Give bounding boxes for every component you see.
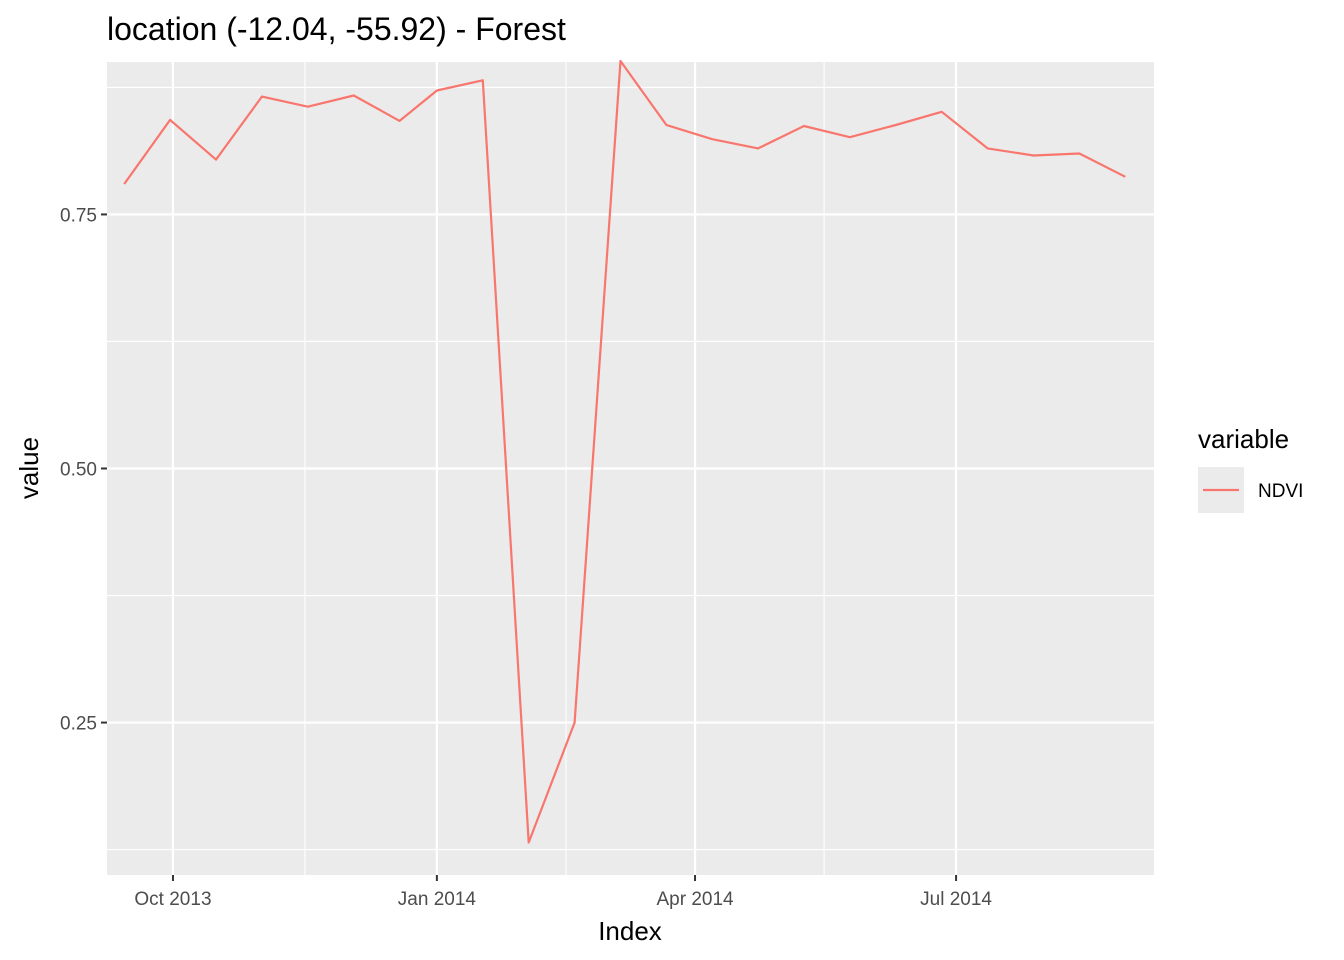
legend-label-ndvi: NDVI bbox=[1258, 481, 1303, 502]
tick-labels: 0.25 0.50 0.75 Oct 2013 Jan 2014 Apr 2014 Jul … bbox=[60, 205, 992, 910]
x-tick-label: Oct 2013 bbox=[134, 889, 211, 910]
y-tick-label: 0.50 bbox=[60, 460, 97, 481]
x-tick-label: Apr 2014 bbox=[656, 889, 734, 910]
x-tick-label: Jul 2014 bbox=[920, 889, 992, 910]
major-gridlines bbox=[107, 62, 1154, 875]
axis-ticks bbox=[101, 213, 958, 881]
series-line-ndvi bbox=[123, 59, 1126, 844]
y-tick-label: 0.25 bbox=[60, 714, 97, 735]
y-tick-label: 0.75 bbox=[60, 205, 97, 226]
x-axis-title: Index bbox=[598, 916, 662, 946]
chart-title: location (-12.04, -55.92) - Forest bbox=[107, 11, 566, 47]
legend: variable NDVI bbox=[1198, 424, 1303, 513]
y-axis-title: value bbox=[14, 437, 44, 499]
series-layer bbox=[123, 59, 1126, 844]
legend-title: variable bbox=[1198, 424, 1289, 454]
x-tick-label: Jan 2014 bbox=[398, 889, 477, 910]
